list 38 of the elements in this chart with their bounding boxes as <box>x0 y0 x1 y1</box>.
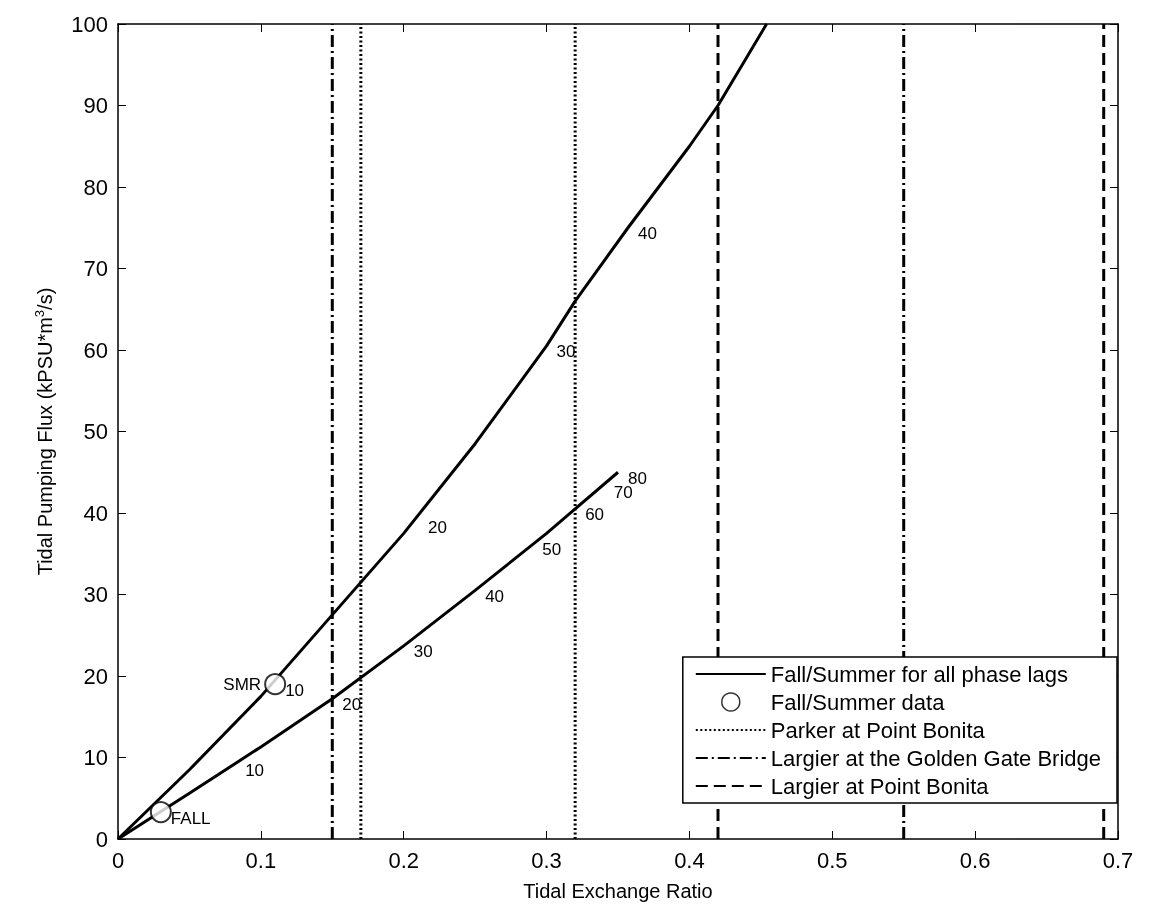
y-tick-label: 40 <box>83 500 108 526</box>
annotation: 20 <box>342 695 362 715</box>
legend-label: Largier at Point Bonita <box>770 773 990 799</box>
y-tick-label: 20 <box>83 663 108 689</box>
y-tick-label: 60 <box>83 337 108 363</box>
legend-label: Largier at the Golden Gate Bridge <box>770 745 1102 771</box>
annotation: 60 <box>585 505 605 525</box>
annotation: FALL <box>170 808 211 828</box>
x-tick-label: 0.4 <box>674 847 705 873</box>
x-tick-label: 0.5 <box>816 847 848 873</box>
y-tick-label: 10 <box>83 745 108 770</box>
x-tick-label: 0.7 <box>1102 847 1134 873</box>
y-tick-label: 90 <box>83 93 108 118</box>
annotation: 10 <box>245 760 265 780</box>
legend-label: Fall/Summer for all phase lags <box>770 661 1068 687</box>
x-tick-label: 0.1 <box>245 847 277 873</box>
y-tick-label: 0 <box>95 826 108 852</box>
y-tick-label: 100 <box>71 11 108 37</box>
x-tick-label: 0 <box>111 847 125 873</box>
y-tick-label: 70 <box>83 256 108 281</box>
x-tick-label: 0.2 <box>388 847 420 873</box>
y-tick-label: 30 <box>83 582 108 607</box>
annotation: 40 <box>485 586 505 606</box>
legend-label: Fall/Summer data <box>770 689 946 715</box>
x-axis-title: Tidal Exchange Ratio <box>523 880 713 902</box>
x-tick-label: 0.3 <box>531 847 562 873</box>
y-tick-label: 50 <box>83 419 108 444</box>
legend-label: Parker at Point Bonita <box>770 717 986 743</box>
annotation: 40 <box>638 224 657 244</box>
x-tick-label: 0.6 <box>959 847 991 873</box>
y-axis-title: Tidal Pumping Flux (kPSU*m3/s) <box>32 287 56 576</box>
y-tick-label: 80 <box>83 174 108 200</box>
annotation: 50 <box>542 540 562 560</box>
annotation: 20 <box>428 517 447 537</box>
annotation: SMR <box>223 674 262 694</box>
annotation: 30 <box>556 342 576 362</box>
annotation: 30 <box>413 642 433 662</box>
annotation: 10 <box>285 680 305 700</box>
